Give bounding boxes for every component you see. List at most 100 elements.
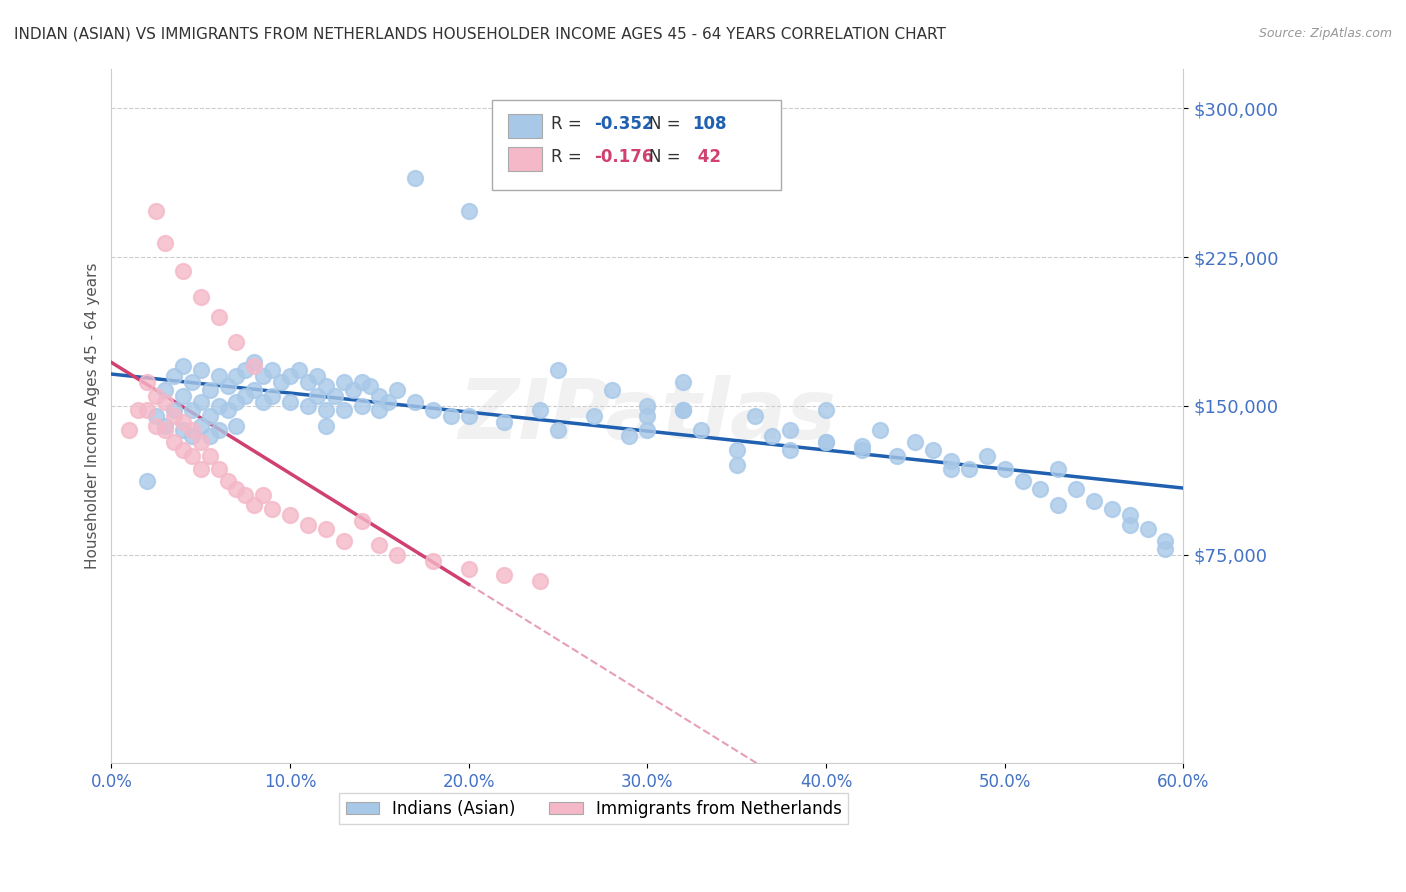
Point — [262, 363, 284, 377]
Point — [725, 442, 748, 457]
Point — [582, 409, 605, 423]
Point — [136, 402, 159, 417]
Point — [305, 389, 328, 403]
Text: 42: 42 — [692, 148, 721, 166]
Point — [190, 434, 212, 449]
Point — [368, 402, 391, 417]
Point — [136, 375, 159, 389]
Point — [1083, 494, 1105, 508]
Text: N =: N = — [650, 115, 686, 133]
Point — [600, 383, 623, 397]
Point — [145, 204, 167, 219]
Text: R =: R = — [551, 148, 586, 166]
Point — [814, 402, 837, 417]
Point — [779, 442, 801, 457]
Text: -0.176: -0.176 — [593, 148, 654, 166]
Point — [198, 449, 221, 463]
Point — [922, 442, 945, 457]
Point — [779, 423, 801, 437]
Point — [262, 502, 284, 516]
Point — [180, 402, 202, 417]
Point — [207, 310, 229, 324]
Point — [278, 369, 301, 384]
Point — [252, 369, 274, 384]
Point — [761, 428, 783, 442]
Text: R =: R = — [551, 115, 586, 133]
Point — [198, 383, 221, 397]
Point — [288, 363, 311, 377]
Point — [672, 402, 695, 417]
Point — [342, 383, 364, 397]
Point — [957, 462, 980, 476]
Point — [939, 454, 962, 468]
Point — [225, 482, 247, 496]
Point — [1136, 522, 1159, 536]
Point — [243, 383, 266, 397]
Point — [297, 399, 319, 413]
Point — [180, 375, 202, 389]
Point — [153, 423, 176, 437]
Point — [217, 402, 239, 417]
Point — [377, 395, 399, 409]
Point — [494, 415, 516, 429]
Point — [172, 415, 194, 429]
Point — [457, 204, 479, 219]
Point — [672, 402, 695, 417]
Point — [315, 379, 337, 393]
Point — [939, 462, 962, 476]
Point — [904, 434, 927, 449]
Point — [163, 369, 186, 384]
Point — [180, 428, 202, 442]
Point — [190, 395, 212, 409]
Point — [814, 434, 837, 449]
Point — [225, 335, 247, 350]
Text: INDIAN (ASIAN) VS IMMIGRANTS FROM NETHERLANDS HOUSEHOLDER INCOME AGES 45 - 64 YE: INDIAN (ASIAN) VS IMMIGRANTS FROM NETHER… — [14, 27, 946, 42]
Point — [163, 402, 186, 417]
Point — [225, 395, 247, 409]
Point — [243, 359, 266, 374]
Point — [207, 369, 229, 384]
Point — [235, 488, 257, 502]
Point — [547, 363, 569, 377]
Point — [1047, 462, 1070, 476]
Point — [457, 409, 479, 423]
Point — [332, 402, 354, 417]
Point — [619, 428, 641, 442]
Point — [198, 409, 221, 423]
Point — [145, 389, 167, 403]
Point — [690, 423, 713, 437]
Point — [270, 375, 292, 389]
Point — [252, 395, 274, 409]
Text: ZIPatlas: ZIPatlas — [458, 376, 837, 457]
Point — [278, 395, 301, 409]
Point — [163, 434, 186, 449]
Point — [305, 369, 328, 384]
Point — [1101, 502, 1123, 516]
Point — [1064, 482, 1087, 496]
Point — [225, 418, 247, 433]
Point — [422, 554, 444, 568]
Point — [886, 449, 908, 463]
Point — [163, 409, 186, 423]
Point — [153, 383, 176, 397]
Point — [1011, 475, 1033, 489]
Text: -0.352: -0.352 — [593, 115, 654, 133]
Point — [297, 375, 319, 389]
Point — [172, 359, 194, 374]
Point — [153, 395, 176, 409]
Point — [636, 409, 658, 423]
Text: 108: 108 — [692, 115, 727, 133]
Point — [359, 379, 381, 393]
Point — [547, 423, 569, 437]
Point — [332, 533, 354, 548]
Point — [252, 488, 274, 502]
Point — [387, 548, 409, 562]
FancyBboxPatch shape — [508, 114, 543, 138]
Point — [315, 522, 337, 536]
Point — [172, 264, 194, 278]
Point — [172, 423, 194, 437]
Point — [350, 399, 373, 413]
Point — [127, 402, 149, 417]
Legend: Indians (Asian), Immigrants from Netherlands: Indians (Asian), Immigrants from Netherl… — [339, 793, 848, 824]
Text: Source: ZipAtlas.com: Source: ZipAtlas.com — [1258, 27, 1392, 40]
